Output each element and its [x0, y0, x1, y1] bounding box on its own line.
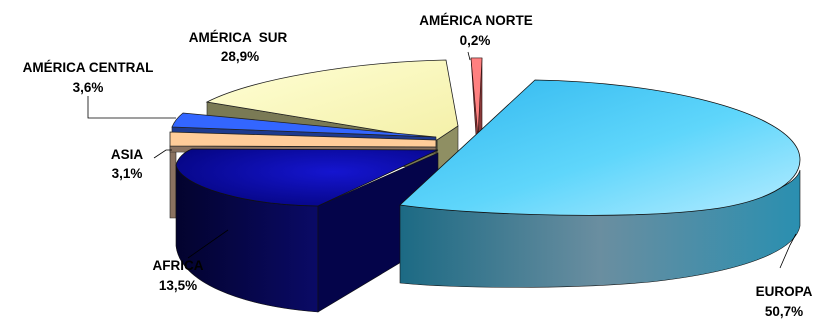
leader-america-central: [87, 96, 176, 119]
slice-asia-side: [169, 145, 177, 219]
label-america-norte: AMÉRICA NORTE 0,2%: [419, 13, 533, 48]
label-africa-name: AFRICA: [153, 258, 204, 273]
leader-asia: [153, 149, 172, 159]
label-america-sur-value: 28,9%: [221, 49, 259, 64]
slice-america-norte-top: [470, 57, 483, 137]
label-asia-name: ASIA: [111, 147, 144, 162]
label-america-sur: AMÉRICA SUR 28,9%: [189, 30, 288, 64]
label-america-central-value: 3,6%: [73, 80, 104, 95]
label-africa-value: 13,5%: [159, 278, 197, 293]
label-america-central: AMÉRICA CENTRAL 3,6%: [23, 60, 154, 95]
label-america-norte-name: AMÉRICA NORTE: [419, 13, 533, 28]
label-asia: ASIA 3,1%: [111, 147, 144, 181]
leader-america-norte: [467, 51, 471, 61]
slice-europa-top: [399, 79, 801, 216]
label-asia-value: 3,1%: [112, 166, 143, 181]
label-america-norte-value: 0,2%: [460, 33, 491, 48]
slice-africa: [175, 148, 439, 313]
leader-europa: [779, 233, 797, 269]
slice-europa: [399, 79, 801, 288]
slice-asia-top: [169, 131, 437, 148]
label-europa-name: EUROPA: [756, 284, 813, 299]
leader-africa: [187, 229, 229, 259]
label-america-sur-name: AMÉRICA SUR: [189, 30, 288, 45]
label-europa: EUROPA 50,7%: [756, 284, 813, 319]
slice-africa-top: [175, 148, 439, 207]
slice-america-central-top: [171, 112, 437, 138]
slice-america-sur-top: [205, 59, 459, 141]
label-america-central-name: AMÉRICA CENTRAL: [23, 60, 154, 75]
label-africa: AFRICA 13,5%: [153, 258, 204, 293]
label-europa-value: 50,7%: [765, 304, 803, 319]
